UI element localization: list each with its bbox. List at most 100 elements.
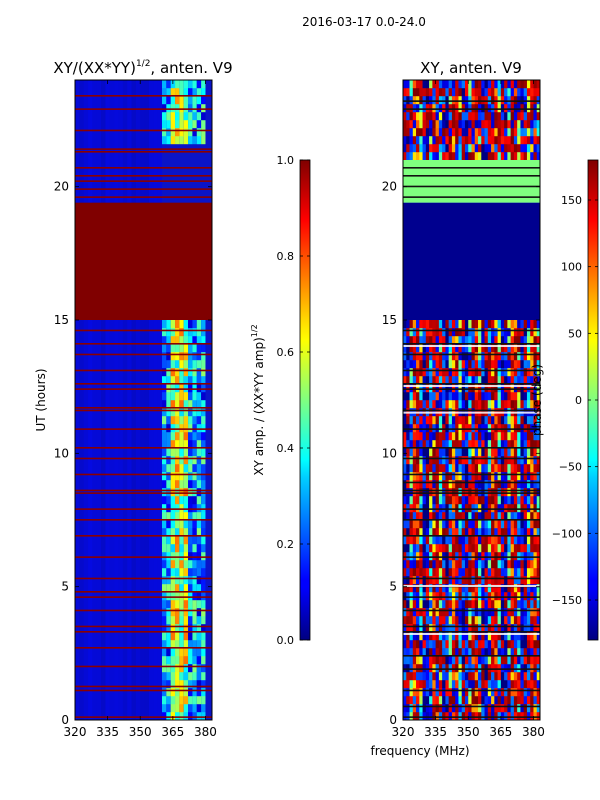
cell (403, 432, 407, 441)
cell (406, 96, 410, 105)
cell (416, 456, 420, 465)
cell (497, 432, 502, 441)
cell (533, 504, 538, 513)
cell (530, 400, 534, 409)
cell (526, 416, 531, 425)
cell (175, 136, 180, 145)
cell (422, 648, 427, 657)
cell (161, 120, 167, 129)
colorbar-tick-label: −100 (552, 527, 582, 540)
cell (451, 120, 456, 129)
cell (471, 648, 476, 657)
cell (188, 344, 193, 353)
cell (451, 568, 456, 577)
cell (526, 680, 531, 689)
cell (520, 480, 524, 489)
cell (536, 344, 540, 353)
cell (425, 400, 430, 409)
cell (523, 680, 528, 689)
cell (435, 552, 440, 561)
cell (442, 648, 446, 657)
cell (412, 344, 417, 353)
cell (504, 632, 508, 641)
cell (520, 88, 524, 97)
cell (536, 584, 540, 593)
cell (471, 88, 476, 97)
cell (188, 512, 193, 521)
cell (526, 496, 531, 505)
cell (445, 128, 449, 137)
cell (497, 624, 502, 633)
rfi-line (75, 457, 212, 460)
cell (412, 328, 417, 337)
cell (491, 576, 495, 585)
cell (520, 96, 524, 105)
cell (481, 88, 485, 97)
cell (520, 648, 524, 657)
cell (513, 528, 518, 537)
cell (201, 672, 206, 681)
cell (422, 144, 427, 153)
cell (507, 608, 511, 617)
cell (183, 328, 189, 337)
cell (510, 384, 515, 393)
cell (175, 704, 180, 713)
cell (425, 384, 430, 393)
cell (406, 504, 410, 513)
cell (500, 496, 505, 505)
cell (481, 656, 485, 665)
cell (497, 520, 502, 529)
cell (461, 80, 466, 89)
cell (442, 152, 446, 161)
cell (183, 496, 189, 505)
cell (422, 680, 427, 689)
cell (520, 552, 524, 561)
cell (161, 624, 167, 633)
cell (201, 696, 206, 705)
cell (161, 504, 167, 513)
cell (500, 672, 505, 681)
cell (474, 368, 479, 377)
cell (412, 696, 417, 705)
cell (481, 528, 485, 537)
cell (500, 320, 505, 329)
cell (451, 336, 456, 345)
cell (497, 656, 502, 665)
cell (412, 568, 417, 577)
cell (458, 432, 463, 441)
cell (500, 88, 505, 97)
cell (403, 376, 407, 385)
cell (425, 712, 430, 720)
cell (536, 640, 540, 649)
cell (166, 456, 171, 465)
cell (438, 512, 443, 521)
cell (196, 656, 202, 665)
cell (183, 648, 189, 657)
cell (192, 104, 197, 113)
cell (526, 520, 531, 529)
cell (455, 608, 459, 617)
cell (504, 128, 508, 137)
cell (507, 576, 511, 585)
cell (429, 384, 433, 393)
cell (445, 392, 449, 401)
cell (500, 128, 505, 137)
cell (451, 368, 456, 377)
cell (507, 80, 511, 89)
cell (523, 464, 528, 473)
cell (445, 112, 449, 121)
cell (425, 576, 430, 585)
cell (487, 360, 492, 369)
cell (196, 528, 202, 537)
cell (533, 584, 538, 593)
cell (451, 384, 456, 393)
cell (484, 680, 489, 689)
cell (445, 568, 449, 577)
cell (513, 600, 518, 609)
cell (188, 696, 193, 705)
cell (412, 112, 417, 121)
cell (474, 152, 479, 161)
cell (478, 680, 482, 689)
cell (438, 144, 443, 153)
cell (445, 608, 449, 617)
